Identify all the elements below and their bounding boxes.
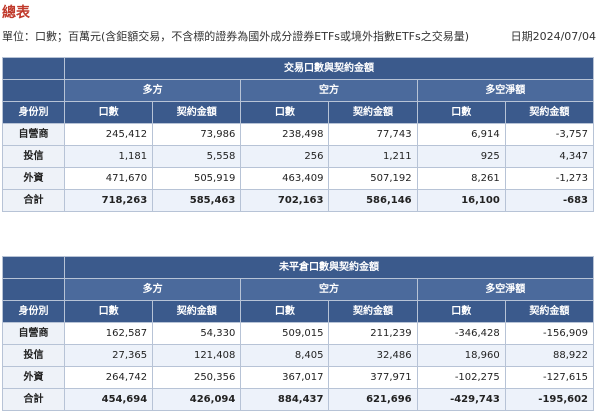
- column-header: 口數: [240, 101, 330, 124]
- row-label: 自營商: [2, 123, 65, 146]
- table-cell: 8,405: [240, 344, 330, 367]
- unit-note: 單位：口數；百萬元(含鉅額交易，不含標的證券為國外成分證券ETFs或境外指數ET…: [2, 30, 470, 43]
- table-cell: 121,408: [152, 344, 242, 367]
- table-cell: -195,602: [504, 388, 595, 411]
- row-header: 身份別: [2, 300, 65, 323]
- table-cell: 4,347: [504, 145, 595, 168]
- report-date: 日期2024/07/04: [510, 30, 596, 43]
- table-cell: 505,919: [152, 167, 242, 190]
- row-label: 合計: [2, 189, 65, 212]
- table-cell: 16,100: [416, 189, 506, 212]
- table-cell: 507,192: [328, 167, 418, 190]
- table-row: 投信 1,181 5,558 256 1,211 925 4,347: [2, 145, 595, 168]
- table-cell: 585,463: [152, 189, 242, 212]
- column-header: 契約金額: [504, 101, 595, 124]
- table-cell: 256: [240, 145, 330, 168]
- table-cell: 27,365: [63, 344, 154, 367]
- table-cell: -156,909: [504, 322, 595, 345]
- table-cell: -346,428: [416, 322, 506, 345]
- column-header: 契約金額: [152, 300, 242, 323]
- row-label: 合計: [2, 388, 65, 411]
- group-header-long: 多方: [63, 278, 242, 301]
- total-row: 合計 718,263 585,463 702,163 586,146 16,10…: [2, 189, 595, 212]
- table-cell: 718,263: [63, 189, 154, 212]
- table-cell: -683: [504, 189, 595, 212]
- table-cell: 509,015: [240, 322, 330, 345]
- table-cell: -127,615: [504, 366, 595, 389]
- table-cell: 77,743: [328, 123, 418, 146]
- table-cell: -429,743: [416, 388, 506, 411]
- table-row: 外資 471,670 505,919 463,409 507,192 8,261…: [2, 167, 595, 190]
- table-cell: 264,742: [63, 366, 154, 389]
- table-cell: 8,261: [416, 167, 506, 190]
- table-cell: 5,558: [152, 145, 242, 168]
- table-cell: -1,273: [504, 167, 595, 190]
- table-cell: 238,498: [240, 123, 330, 146]
- group-header-long: 多方: [63, 79, 242, 102]
- table-cell: 367,017: [240, 366, 330, 389]
- column-header: 口數: [416, 300, 506, 323]
- table-row: 自營商 245,412 73,986 238,498 77,743 6,914 …: [2, 123, 595, 146]
- corner-cell: [2, 256, 65, 279]
- column-header: 口數: [63, 300, 154, 323]
- group-header-net: 多空淨額: [416, 278, 595, 301]
- group-header-short: 空方: [240, 79, 418, 102]
- table-cell: 454,694: [63, 388, 154, 411]
- table-cell: 32,486: [328, 344, 418, 367]
- table-cell: 211,239: [328, 322, 418, 345]
- table-cell: 6,914: [416, 123, 506, 146]
- table-cell: 884,437: [240, 388, 330, 411]
- table-cell: 88,922: [504, 344, 595, 367]
- table-cell: 621,696: [328, 388, 418, 411]
- page-title: 總表: [2, 5, 30, 21]
- table-cell: 245,412: [63, 123, 154, 146]
- table-cell: 1,211: [328, 145, 418, 168]
- row-label: 投信: [2, 344, 65, 367]
- open-interest-table: 未平倉口數與契約金額 多方 空方 多空淨額 身份別 口數 契約金額 口數 契約金…: [2, 256, 595, 411]
- table-cell: -3,757: [504, 123, 595, 146]
- table-cell: 925: [416, 145, 506, 168]
- row-label: 自營商: [2, 322, 65, 345]
- table-cell: -102,275: [416, 366, 506, 389]
- table-cell: 73,986: [152, 123, 242, 146]
- row-label: 外資: [2, 366, 65, 389]
- row-label: 投信: [2, 145, 65, 168]
- corner-cell: [2, 79, 65, 102]
- column-header: 契約金額: [328, 101, 418, 124]
- table-cell: 586,146: [328, 189, 418, 212]
- table-row: 自營商 162,587 54,330 509,015 211,239 -346,…: [2, 322, 595, 345]
- total-row: 合計 454,694 426,094 884,437 621,696 -429,…: [2, 388, 595, 411]
- unit-note-bar: 單位：口數；百萬元(含鉅額交易，不含標的證券為國外成分證券ETFs或境外指數ET…: [2, 28, 596, 44]
- table-cell: 702,163: [240, 189, 330, 212]
- row-label: 外資: [2, 167, 65, 190]
- column-header: 契約金額: [328, 300, 418, 323]
- trading-volume-table: 交易口數與契約金額 多方 空方 多空淨額 身份別 口數 契約金額 口數 契約金額…: [2, 57, 595, 212]
- table-cell: 471,670: [63, 167, 154, 190]
- table-cell: 377,971: [328, 366, 418, 389]
- table-cell: 18,960: [416, 344, 506, 367]
- group-header-short: 空方: [240, 278, 418, 301]
- table-row: 投信 27,365 121,408 8,405 32,486 18,960 88…: [2, 344, 595, 367]
- table-cell: 463,409: [240, 167, 330, 190]
- column-header: 契約金額: [152, 101, 242, 124]
- corner-cell: [2, 278, 65, 301]
- row-header: 身份別: [2, 101, 65, 124]
- table-caption: 交易口數與契約金額: [64, 57, 594, 80]
- corner-cell: [2, 57, 65, 80]
- table-row: 外資 264,742 250,356 367,017 377,971 -102,…: [2, 366, 595, 389]
- group-header-net: 多空淨額: [416, 79, 595, 102]
- table-cell: 1,181: [63, 145, 154, 168]
- column-header: 口數: [416, 101, 506, 124]
- column-header: 口數: [240, 300, 330, 323]
- table-cell: 426,094: [152, 388, 242, 411]
- column-header: 口數: [63, 101, 154, 124]
- table-cell: 162,587: [63, 322, 154, 345]
- column-header: 契約金額: [504, 300, 595, 323]
- table-cell: 54,330: [152, 322, 242, 345]
- table-caption: 未平倉口數與契約金額: [64, 256, 594, 279]
- table-cell: 250,356: [152, 366, 242, 389]
